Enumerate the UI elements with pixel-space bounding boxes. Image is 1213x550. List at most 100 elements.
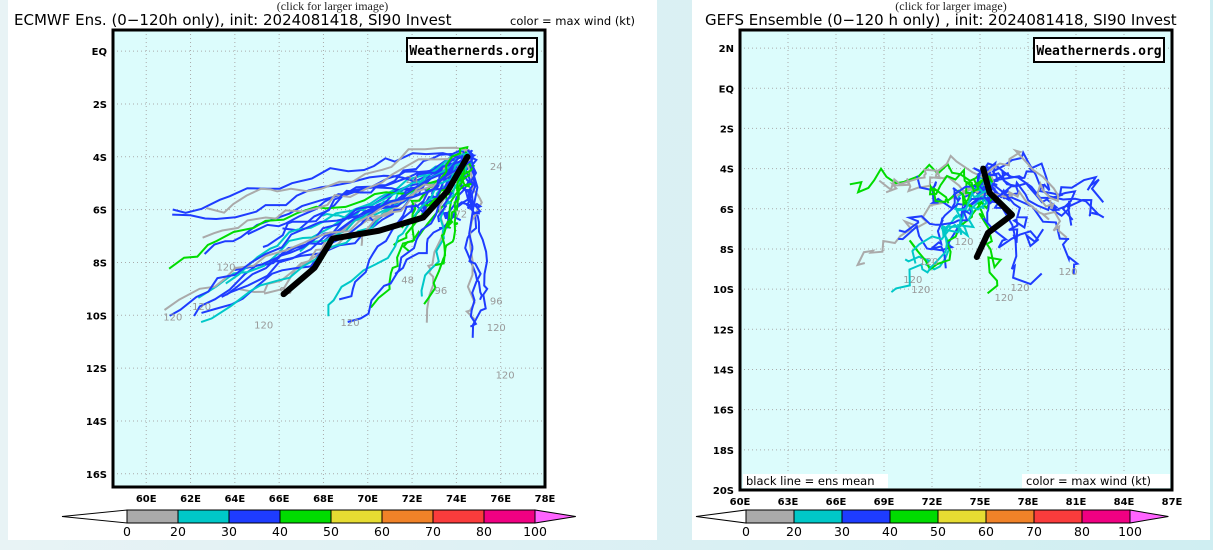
plot-frame (738, 28, 1174, 492)
y-tick-label: 10S (86, 311, 107, 322)
ensemble-member-track (932, 178, 985, 208)
ensemble-member-track (928, 167, 994, 203)
watermark-box (1033, 37, 1165, 63)
x-tick-label: 81E (1066, 497, 1087, 508)
ensemble-member-track (990, 162, 1077, 221)
y-tick-label: 20S (713, 486, 734, 497)
colorbar-segment (177, 509, 230, 524)
y-tick-label: 4S (720, 165, 734, 176)
forecast-hour-label: 48 (401, 276, 414, 287)
colorbar-segment (279, 509, 332, 524)
ensemble-member-track (169, 159, 474, 317)
y-tick-label: 16S (86, 470, 107, 481)
colorbar-segment (841, 509, 891, 524)
x-tick-label: 60E (136, 494, 157, 505)
forecast-hour-label: 120 (163, 313, 182, 324)
gefs-title: GEFS Ensemble (0−120 h only) , init: 202… (705, 11, 1177, 29)
colorbar-label: 80 (476, 524, 492, 539)
x-tick-label: 72E (402, 494, 423, 505)
plot-frame (111, 28, 547, 489)
ensemble-member-track (221, 163, 468, 298)
y-tick-label: EQ (92, 47, 107, 58)
forecast-hour-label: 120 (911, 285, 930, 296)
x-tick-label: 74E (446, 494, 467, 505)
colorbar-label: 70 (425, 524, 441, 539)
colorbar-label: 60 (978, 524, 994, 539)
y-tick-label: 6S (720, 205, 734, 216)
x-tick-label: 76E (490, 494, 511, 505)
colorbar-segment (937, 509, 987, 524)
forecast-hour-label: 96 (490, 297, 503, 308)
ensemble-member-track (282, 157, 464, 232)
caption[interactable]: (click for larger image) (276, 0, 389, 13)
ecmwf-legend-note: color = max wind (kt) (510, 14, 635, 28)
gefs-panel[interactable]: (click for larger image) GEFS Ensemble (… (692, 0, 1210, 540)
forecast-hour-label: 120 (954, 237, 973, 248)
ens-mean-note: black line = ens mean (746, 474, 875, 488)
forecast-hour-label: 120 (903, 275, 922, 286)
ensemble-member-track (885, 154, 995, 194)
x-tick-label: 60E (730, 497, 751, 508)
ensemble-member-track (986, 148, 1060, 210)
colorbar-segment (1081, 509, 1131, 524)
x-tick-label: 75E (970, 497, 991, 508)
colorbar-label: 100 (523, 524, 547, 539)
gefs-chart: 60E 63E 66E 69E 72E 75E 78E 81E 84E 87E 2N EQ 2S 4S 6S… (695, 28, 1183, 539)
colorbar-segment (126, 509, 179, 524)
y-tick-label: 8S (720, 245, 734, 256)
y-tick-label: 18S (713, 446, 734, 457)
colorbar-label: 60 (374, 524, 390, 539)
ensemble-member-track (890, 181, 993, 293)
note-bg (743, 474, 888, 488)
colorbar-label: 30 (834, 524, 850, 539)
colorbar-label: 50 (930, 524, 946, 539)
forecast-hour-label: 120 (1058, 267, 1077, 278)
x-tick-label: 66E (826, 497, 847, 508)
plot-area (740, 30, 1172, 490)
colorbar-label: 0 (123, 524, 131, 539)
ensemble-member-track (983, 179, 1043, 286)
colorbar-label: 70 (1026, 524, 1042, 539)
legend-note: color = max wind (kt) (1026, 474, 1151, 488)
y-tick-label: 12S (86, 364, 107, 375)
y-tick-label: 8S (93, 258, 107, 269)
x-tick-label: 87E (1162, 497, 1183, 508)
y-tick-label: EQ (719, 84, 734, 95)
colorbar-over-triangle (534, 509, 576, 524)
forecast-hour-label: 120 (340, 318, 359, 329)
ensemble-member-track (163, 158, 472, 311)
caption[interactable]: (click for larger image) (895, 0, 1007, 13)
forecast-hour-label: 24 (406, 175, 419, 186)
y-tick-label: 6S (93, 206, 107, 217)
colorbar-segment (483, 509, 536, 524)
ensemble-member-track (205, 146, 470, 214)
x-tick-label: 70E (357, 494, 378, 505)
y-tick-label: 10S (713, 285, 734, 296)
colorbar-label: 40 (272, 524, 288, 539)
x-tick-label: 63E (778, 497, 799, 508)
y-tick-label: 2S (93, 100, 107, 111)
forecast-hour-label: 24 (490, 162, 503, 173)
colorbar-label: 50 (323, 524, 339, 539)
colorbar-label: 80 (1074, 524, 1090, 539)
colorbar-label: 0 (742, 524, 750, 539)
ensemble-member-track (370, 162, 472, 309)
ensemble-member-track (172, 163, 466, 221)
ensemble-member-track (172, 152, 463, 214)
forecast-hour-label: 120 (919, 257, 938, 268)
x-tick-label: 64E (224, 494, 245, 505)
colorbar-label: 30 (221, 524, 237, 539)
x-tick-label: 68E (313, 494, 334, 505)
ecmwf-title: ECMWF Ens. (0−120h only), init: 20240814… (14, 11, 452, 29)
watermark: Weathernerds.org (1036, 44, 1161, 59)
y-tick-label: 14S (713, 365, 734, 376)
ensemble-member-track (466, 149, 483, 215)
y-tick-label: 12S (713, 325, 734, 336)
colorbar-segment (432, 509, 485, 524)
y-tick-label: 16S (713, 406, 734, 417)
ecmwf-panel[interactable]: (click for larger image) ECMWF Ens. (0−1… (8, 0, 657, 540)
x-tick-label: 66E (269, 494, 290, 505)
colorbar-label: 20 (170, 524, 186, 539)
colorbar-segment (228, 509, 281, 524)
ensemble-mean-track (973, 165, 1015, 260)
